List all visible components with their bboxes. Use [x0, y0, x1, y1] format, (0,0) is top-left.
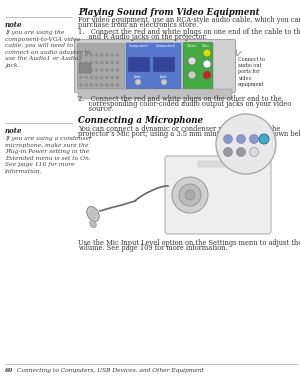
Circle shape [179, 184, 201, 206]
Circle shape [96, 84, 98, 86]
Text: 60: 60 [5, 368, 13, 373]
Bar [78, 89, 232, 99]
Text: 2.   Connect the red and white plugs on the other end to the: 2. Connect the red and white plugs on th… [78, 95, 282, 103]
Text: Video: Video [202, 44, 210, 48]
Circle shape [85, 61, 87, 64]
Text: note: note [5, 21, 22, 29]
FancyBboxPatch shape [154, 58, 175, 71]
Circle shape [80, 76, 82, 78]
Circle shape [85, 84, 87, 86]
Circle shape [116, 76, 119, 78]
Text: Audio: Audio [160, 75, 168, 79]
Text: Connecting to Computers, USB Devices, and Other Equipment: Connecting to Computers, USB Devices, an… [17, 368, 204, 373]
Ellipse shape [87, 207, 99, 222]
Circle shape [172, 177, 208, 213]
Text: If you are using a condenser
microphone, make sure the
Plug-in Power setting in : If you are using a condenser microphone,… [5, 136, 92, 174]
Circle shape [116, 61, 119, 64]
Text: Computer2: Computer2 [156, 44, 176, 48]
Circle shape [96, 69, 98, 71]
Circle shape [111, 61, 113, 64]
Circle shape [90, 69, 92, 71]
Circle shape [188, 71, 196, 79]
Circle shape [116, 84, 119, 86]
Circle shape [80, 84, 82, 86]
Circle shape [203, 60, 211, 68]
Circle shape [203, 71, 211, 79]
Circle shape [185, 190, 195, 200]
Bar [198, 161, 258, 167]
Circle shape [96, 61, 98, 64]
Circle shape [90, 84, 92, 86]
Circle shape [101, 76, 103, 78]
Text: corresponding color-coded audio output jacks on your video: corresponding color-coded audio output j… [78, 100, 291, 108]
Text: note: note [5, 127, 22, 135]
Circle shape [96, 54, 98, 56]
Circle shape [106, 61, 108, 64]
Circle shape [224, 147, 232, 156]
Circle shape [80, 61, 82, 64]
Circle shape [85, 54, 87, 56]
Bar [126, 43, 181, 89]
Text: S-Video: S-Video [187, 44, 197, 48]
Circle shape [111, 69, 113, 71]
Circle shape [188, 57, 196, 65]
Circle shape [116, 69, 119, 71]
Text: Use the Mic Input Level option on the Settings menu to adjust the: Use the Mic Input Level option on the Se… [78, 239, 300, 247]
Text: If you are using the
component-to-VGA video
cable, you will need to
connect an a: If you are using the component-to-VGA vi… [5, 30, 91, 68]
Circle shape [250, 134, 259, 144]
Circle shape [250, 147, 259, 156]
Circle shape [111, 84, 113, 86]
Text: volume. See page 109 for more information.: volume. See page 109 for more informatio… [78, 244, 227, 252]
Text: Computer1: Computer1 [129, 44, 149, 48]
Text: and R Audio jacks on the projector.: and R Audio jacks on the projector. [78, 33, 207, 41]
Circle shape [85, 69, 87, 71]
Text: Connecting a Microphone: Connecting a Microphone [78, 116, 203, 125]
Circle shape [80, 54, 82, 56]
Text: You can connect a dynamic or condenser microphone to the: You can connect a dynamic or condenser m… [78, 125, 280, 133]
Ellipse shape [90, 220, 96, 228]
Circle shape [90, 54, 92, 56]
Text: purchase from an electronics store.: purchase from an electronics store. [78, 21, 198, 29]
Circle shape [111, 76, 113, 78]
Circle shape [236, 134, 245, 144]
Circle shape [106, 76, 108, 78]
Text: source.: source. [78, 105, 113, 113]
Circle shape [101, 84, 103, 86]
Circle shape [111, 54, 113, 56]
Circle shape [259, 134, 269, 144]
Circle shape [80, 69, 82, 71]
FancyBboxPatch shape [165, 156, 271, 234]
Circle shape [106, 84, 108, 86]
Circle shape [101, 61, 103, 64]
Circle shape [106, 69, 108, 71]
Bar [79, 63, 91, 73]
Circle shape [161, 79, 167, 85]
Circle shape [116, 54, 119, 56]
FancyBboxPatch shape [74, 39, 236, 93]
Text: Audio: Audio [134, 75, 142, 79]
Circle shape [96, 76, 98, 78]
FancyBboxPatch shape [184, 42, 212, 90]
Circle shape [101, 69, 103, 71]
Circle shape [236, 147, 245, 156]
Text: 1.   Connect the red and white plugs on one end of the cable to the L: 1. Connect the red and white plugs on on… [78, 28, 300, 36]
Text: Playing Sound from Video Equipment: Playing Sound from Video Equipment [78, 8, 260, 17]
Circle shape [90, 61, 92, 64]
Text: projector’s Mic port, using a 3.5 mm mini-jack cable as shown below.: projector’s Mic port, using a 3.5 mm min… [78, 130, 300, 138]
Circle shape [101, 54, 103, 56]
Text: Connect to
audio out
ports for
video
equipment: Connect to audio out ports for video equ… [238, 57, 265, 87]
Circle shape [224, 134, 232, 144]
FancyBboxPatch shape [77, 44, 124, 88]
Text: For video equipment, use an RCA-style audio cable, which you can: For video equipment, use an RCA-style au… [78, 16, 300, 24]
Circle shape [203, 49, 211, 57]
Bar [183, 43, 213, 89]
FancyBboxPatch shape [128, 58, 149, 71]
Circle shape [90, 76, 92, 78]
Circle shape [85, 76, 87, 78]
Circle shape [135, 79, 141, 85]
Circle shape [216, 114, 276, 174]
Circle shape [106, 54, 108, 56]
